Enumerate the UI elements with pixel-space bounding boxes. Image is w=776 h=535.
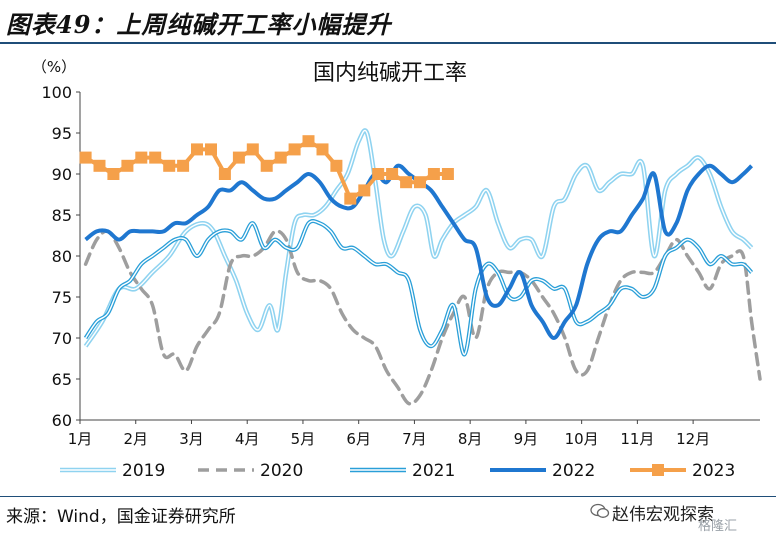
figure-title: 图表49：上周纯碱开工率小幅提升 (6, 10, 392, 39)
watermark-sub: 格隆汇 (698, 519, 738, 534)
series-point-2023 (121, 159, 134, 172)
legend-label: 2021 (412, 461, 455, 481)
series-2020 (83, 229, 762, 406)
x-tick-label: 4月 (235, 430, 260, 448)
series-point-2023 (79, 151, 92, 164)
series-point-2023 (316, 143, 329, 156)
series-point-2023 (414, 176, 426, 189)
report-header: 图表49：上周纯碱开工率小幅提升 (0, 0, 776, 42)
x-tick-label: 1月 (68, 430, 93, 448)
series-2023 (79, 135, 454, 205)
series-point-2023 (177, 159, 190, 172)
y-tick-label: 65 (52, 370, 72, 389)
x-tick-label: 2月 (123, 430, 148, 448)
line-chart: 国内纯碱开工率 （%） 60 65 70 75 80 85 90 95 100 1月 2月 3月 4月 5… (32, 58, 762, 481)
x-tick-label: 9月 (514, 430, 539, 448)
y-tick-label: 70 (52, 329, 72, 348)
series-point-2023 (427, 168, 440, 180)
y-tick-label: 100 (41, 83, 72, 102)
series-point-2023 (330, 159, 343, 172)
y-tick-label: 75 (52, 288, 72, 307)
series-point-2023 (358, 184, 371, 197)
x-tick-label: 5月 (291, 430, 316, 448)
series-layer (79, 128, 762, 406)
series-point-2023 (191, 143, 203, 156)
y-tick-label: 95 (52, 124, 72, 143)
x-tick-label: 6月 (346, 430, 371, 448)
legend-item-2021: 2021 (350, 461, 455, 481)
series-point-2023 (218, 168, 231, 180)
series-point-2023 (400, 176, 413, 189)
series-2021 (83, 219, 754, 357)
y-unit-label: （%） (32, 58, 76, 76)
source-note: 来源：Wind，国金证券研究所 (6, 507, 236, 527)
x-tick-label: 3月 (179, 430, 204, 448)
series-point-2023 (441, 168, 454, 180)
series-point-2023 (135, 151, 148, 164)
series-point-2023 (107, 168, 120, 180)
series-point-2023 (260, 159, 273, 172)
series-point-2023 (163, 159, 176, 172)
legend-item-2020: 2020 (198, 461, 303, 481)
y-tick-label: 90 (52, 165, 72, 184)
x-tick-label: 7月 (402, 430, 427, 448)
legend-item-2022: 2022 (490, 461, 595, 481)
x-tick-label: 11月 (620, 430, 654, 448)
chart-title: 国内纯碱开工率 (313, 61, 467, 86)
series-point-2023 (205, 143, 217, 156)
y-tick-label: 85 (52, 206, 72, 225)
wechat-icon (590, 503, 610, 518)
x-tick-label: 8月 (458, 430, 483, 448)
watermark-main: 赵伟宏观探索 (612, 505, 714, 525)
series-point-2023 (246, 143, 259, 156)
legend-swatch-marker (652, 464, 664, 476)
series-point-2023 (93, 159, 106, 172)
series-line-inner-2021 (85, 220, 753, 356)
series-point-2023 (288, 143, 301, 156)
legend-label: 2020 (260, 461, 303, 481)
legend-label: 2022 (552, 461, 595, 481)
axes: 60 65 70 75 80 85 90 95 100 1月 2月 3月 4月 5月 6月 7月 8月 9月 10月… (41, 83, 760, 448)
legend-label: 2019 (122, 461, 165, 481)
series-point-2023 (302, 135, 315, 148)
legend-item-2023: 2023 (630, 461, 735, 481)
series-point-2023 (386, 168, 399, 180)
y-tick-label: 60 (52, 411, 72, 430)
series-point-2023 (372, 168, 385, 180)
series-line-2020 (83, 229, 762, 406)
legend-item-2019: 2019 (60, 461, 165, 481)
series-point-2023 (232, 151, 245, 164)
series-point-2023 (344, 192, 357, 205)
x-tick-label: 10月 (565, 430, 599, 448)
legend-label: 2023 (692, 461, 735, 481)
series-point-2023 (274, 151, 287, 164)
x-tick-label: 12月 (676, 430, 710, 448)
header-rule (0, 42, 776, 44)
footer-rule (0, 496, 776, 497)
series-point-2023 (149, 151, 162, 164)
legend: 2019 2020 2021 2022 2023 (60, 461, 735, 481)
y-tick-label: 80 (52, 247, 72, 266)
